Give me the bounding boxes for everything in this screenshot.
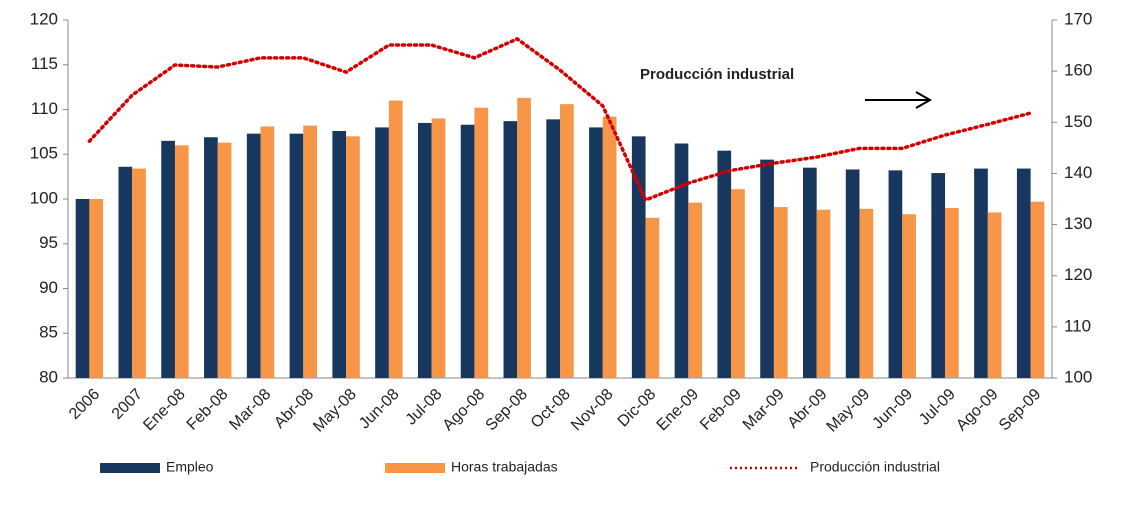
y2-tick-label: 100 (1064, 367, 1092, 386)
y-tick-label: 105 (30, 144, 58, 163)
bar (674, 143, 689, 378)
bar (931, 173, 946, 378)
x-tick-label: Ene-09 (654, 386, 703, 435)
bar (260, 126, 275, 378)
bar (803, 167, 817, 378)
bar (631, 136, 646, 378)
bar (717, 150, 732, 378)
line (87, 36, 1033, 203)
bar (1030, 201, 1045, 378)
bar (503, 121, 518, 378)
bar (974, 168, 988, 378)
bar (602, 116, 617, 378)
bar (517, 97, 531, 379)
bar (474, 107, 489, 379)
y2-tick-label: 160 (1064, 61, 1092, 80)
x-tick-label: Mar-08 (226, 386, 274, 434)
x-tick-label: May-09 (824, 386, 874, 436)
bar (75, 199, 90, 378)
y-tick-label: 115 (31, 54, 58, 73)
y-tick-label: 100 (30, 188, 58, 207)
x-tick-label: Mar-09 (740, 386, 788, 434)
bar (388, 100, 403, 379)
x-tick-label: Ene-08 (140, 386, 189, 435)
y-tick-label: 110 (31, 99, 58, 118)
bar (987, 212, 1002, 378)
bar (688, 202, 703, 378)
bar (174, 145, 189, 378)
bar (589, 127, 603, 379)
bar (217, 142, 232, 378)
bar (845, 169, 860, 378)
bar (560, 104, 574, 378)
bar (375, 127, 389, 379)
bar (417, 122, 432, 378)
bar (888, 170, 903, 378)
bar (1016, 168, 1031, 378)
annotation: Producción industrial (640, 66, 794, 83)
x-tick-label: Feb-09 (697, 386, 745, 434)
legend-swatch (385, 463, 445, 473)
x-tick-label: Feb-08 (184, 386, 232, 434)
y-tick-label: 95 (39, 233, 58, 252)
bar (132, 168, 146, 378)
arrow (865, 91, 933, 109)
y2-tick-label: 120 (1064, 265, 1092, 284)
x-tick-label: Oct-08 (528, 386, 574, 432)
x-tick-label: May-08 (310, 386, 360, 436)
legend-label: Producción industrial (810, 459, 940, 475)
bar (431, 118, 446, 378)
bar (246, 133, 261, 378)
x-tick-label: Sep-08 (483, 386, 532, 435)
y-tick-label: 85 (39, 323, 58, 342)
x-tick-label: 2007 (109, 386, 146, 423)
bar (289, 133, 304, 378)
legend-label: Empleo (166, 459, 214, 475)
x-tick-label: Sep-09 (996, 386, 1045, 435)
bar (731, 189, 745, 378)
y2-tick-label: 140 (1064, 163, 1092, 182)
y2-tick-label: 150 (1064, 112, 1092, 131)
bar (460, 124, 475, 378)
y-tick-label: 120 (30, 9, 58, 28)
legend-label: Horas trabajadas (451, 459, 558, 475)
bar (89, 199, 104, 378)
bar (816, 209, 831, 378)
x-tick-label: 2006 (66, 386, 103, 423)
bar (204, 137, 218, 378)
bar (546, 119, 560, 378)
x-tick-label: Jun-08 (356, 386, 403, 433)
x-tick-label: Jun-09 (869, 386, 916, 433)
bar (161, 140, 175, 378)
bar (760, 159, 774, 378)
bar (945, 207, 959, 378)
bar (902, 214, 916, 378)
legend-swatch (100, 463, 160, 473)
x-tick-label: Ago-09 (953, 386, 1002, 435)
y-tick-label: 80 (39, 367, 58, 386)
bar (118, 166, 133, 378)
x-tick-label: Nov-08 (568, 386, 617, 435)
y-tick-label: 90 (39, 278, 58, 297)
bar (645, 217, 660, 378)
y2-tick-label: 170 (1064, 9, 1092, 28)
y2-tick-label: 110 (1064, 316, 1091, 335)
x-tick-label: Dic-08 (615, 386, 660, 431)
bar (303, 125, 317, 378)
bar (773, 207, 788, 378)
x-tick-label: Ago-08 (440, 386, 489, 435)
bar (859, 208, 874, 378)
y2-tick-label: 130 (1064, 214, 1092, 233)
bar (346, 136, 360, 378)
bar (332, 130, 347, 378)
